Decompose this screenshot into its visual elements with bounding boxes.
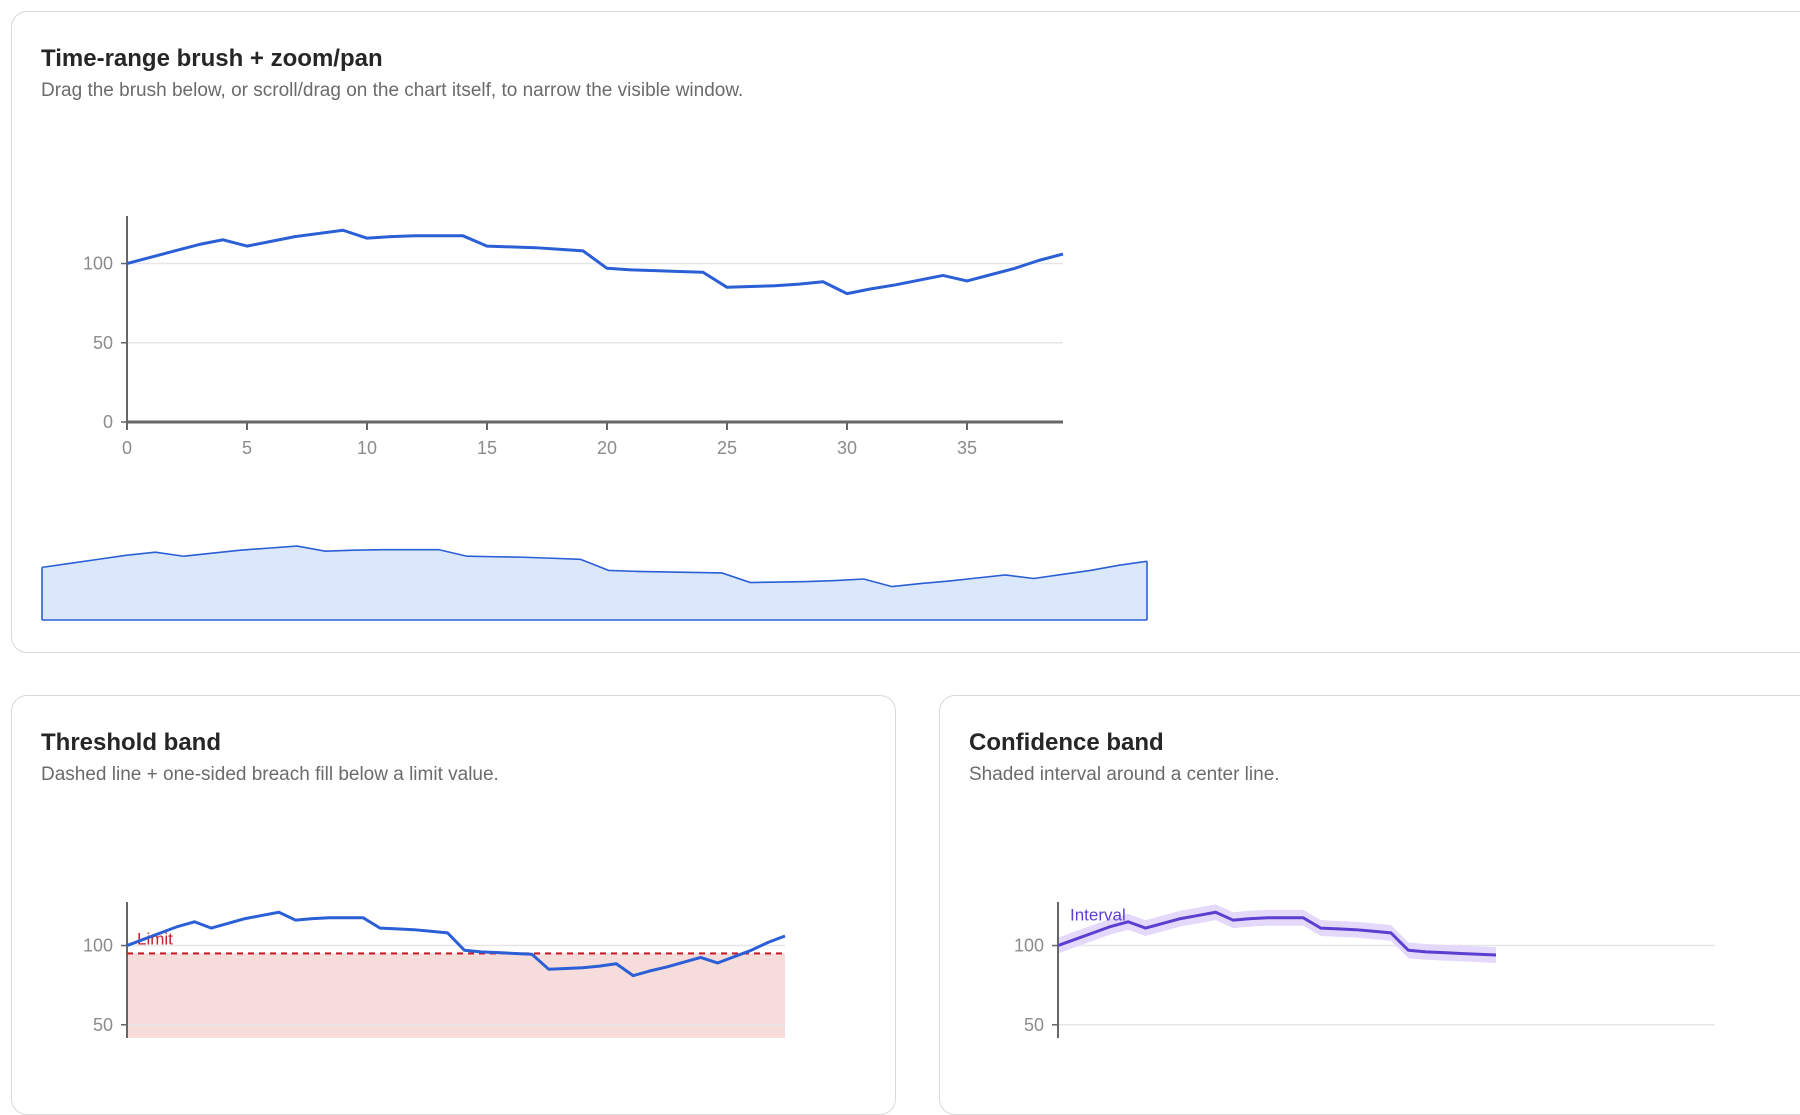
charts-canvas: 0 50 100 0 5 10 15 20 25 30 35 50 100 Limit 50 100 Int… — [41, 216, 1715, 1038]
brush-line — [41, 545, 1148, 588]
interval-label: Interval — [1070, 906, 1126, 925]
y-tick-label: 0 — [103, 412, 113, 432]
breach-fill — [127, 953, 785, 1038]
card-subtitle: Shaded interval around a center line. — [969, 764, 1280, 785]
x-tick-label: 20 — [597, 438, 617, 458]
x-tick-label: 25 — [717, 438, 737, 458]
x-tick-label: 15 — [477, 438, 497, 458]
x-tick-label: 10 — [357, 438, 377, 458]
y-tick-label: 100 — [83, 254, 113, 274]
limit-label: Limit — [137, 929, 173, 948]
confidence-band — [1058, 904, 1496, 963]
x-tick-label: 30 — [837, 438, 857, 458]
series-line — [126, 228, 1064, 296]
center-line — [1057, 910, 1497, 957]
y-tick-label: 50 — [93, 333, 113, 353]
brush-card: Time-range brush + zoom/pan Drag the bru… — [11, 11, 1800, 653]
brush-overview[interactable] — [41, 545, 1148, 621]
card-title: Time-range brush + zoom/pan — [41, 45, 383, 72]
brush-area — [42, 546, 1147, 620]
y-tick-label: 50 — [93, 1015, 113, 1035]
main-line-chart[interactable]: 0 50 100 0 5 10 15 20 25 30 35 — [83, 216, 1064, 458]
x-tick-label: 35 — [957, 438, 977, 458]
y-tick-label: 50 — [1024, 1015, 1044, 1035]
card-title: Threshold band — [41, 729, 221, 756]
card-title: Confidence band — [969, 729, 1164, 756]
x-tick-label: 5 — [242, 438, 252, 458]
card-subtitle: Drag the brush below, or scroll/drag on … — [41, 80, 744, 101]
card-subtitle: Dashed line + one-sided breach fill belo… — [41, 764, 499, 785]
series-line — [126, 910, 786, 978]
x-tick-label: 0 — [122, 438, 132, 458]
y-tick-label: 100 — [83, 936, 113, 956]
threshold-chart[interactable]: 50 100 Limit — [83, 902, 786, 1038]
confidence-chart[interactable]: 50 100 Interval — [1014, 902, 1715, 1038]
y-tick-label: 100 — [1014, 936, 1044, 956]
